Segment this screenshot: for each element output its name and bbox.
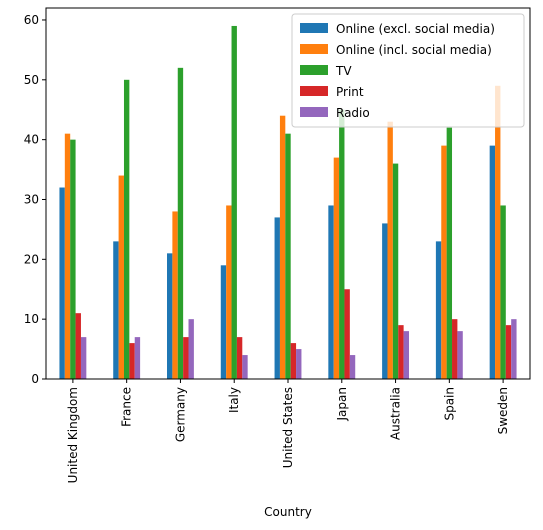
y-tick-label: 60 — [24, 13, 39, 27]
bar-2-sweden — [495, 85, 501, 380]
bar-5-australia — [403, 331, 409, 379]
bar-3-germany — [177, 67, 184, 379]
legend-box — [291, 13, 525, 128]
legend-swatch — [300, 23, 328, 33]
legend: Online (excl. social media) Online (incl.… — [291, 13, 525, 128]
bar-4-united-kingdom — [75, 313, 81, 379]
x-tick-label: Sweden — [496, 387, 510, 434]
bar-1-france — [113, 241, 119, 379]
y-tick-label: 50 — [24, 73, 39, 87]
legend-swatch — [300, 65, 328, 75]
bar-4-australia — [398, 325, 404, 379]
bar-1-japan — [328, 205, 334, 379]
legend-label: Online (excl. social media) — [336, 22, 495, 36]
bar-5-united-kingdom — [80, 337, 87, 379]
y-tick-label: 40 — [24, 133, 39, 147]
bar-5-germany — [188, 319, 194, 379]
y-axis-ticks: 0 10 20 30 40 50 60 — [24, 13, 46, 386]
bar-4-italy — [236, 337, 243, 379]
bar-3-spain — [446, 127, 453, 379]
bar-4-france — [129, 343, 135, 379]
bar-4-japan — [344, 289, 350, 379]
bar-4-spain — [452, 319, 458, 379]
bar-5-sweden — [511, 319, 517, 379]
bar-2-united-states — [279, 115, 286, 379]
bar-5-japan — [349, 355, 356, 379]
bar-1-australia — [382, 223, 388, 379]
x-tick-label: Germany — [173, 387, 187, 442]
bar-1-sweden — [489, 145, 496, 379]
legend-label: Online (incl. social media) — [336, 43, 492, 57]
bar-1-united-kingdom — [59, 187, 65, 379]
legend-label: TV — [335, 64, 352, 78]
bar-1-germany — [167, 253, 173, 379]
bar-3-japan — [339, 109, 345, 380]
x-tick-label: Australia — [389, 387, 403, 440]
bar-5-united-states — [296, 349, 302, 379]
bar-3-italy — [231, 25, 237, 380]
legend-label: Print — [336, 85, 364, 99]
x-axis-ticks: United Kingdom France Germany Italy United S… — [66, 379, 510, 483]
bar-1-united-states — [274, 217, 280, 379]
bar-3-france — [123, 79, 130, 379]
x-tick-label: Japan — [335, 387, 349, 421]
x-tick-label: Spain — [442, 387, 456, 421]
bar-4-germany — [183, 337, 189, 379]
y-tick-label: 30 — [24, 192, 39, 206]
y-tick-label: 10 — [24, 312, 39, 326]
x-tick-label: Italy — [227, 387, 241, 413]
y-tick-label: 20 — [24, 252, 39, 266]
x-axis-title: Country — [264, 505, 312, 519]
bar-2-france — [118, 175, 124, 379]
bar-1-spain — [435, 241, 442, 379]
bar-2-japan — [333, 157, 340, 379]
bar-3-united-kingdom — [70, 139, 76, 379]
bar-5-france — [134, 337, 141, 379]
bar-4-united-states — [290, 343, 297, 379]
x-tick-label: United Kingdom — [66, 387, 80, 483]
bar-2-united-kingdom — [64, 133, 71, 379]
legend-label: Radio — [336, 106, 370, 120]
x-tick-label: France — [120, 387, 134, 427]
y-tick-label: 0 — [31, 372, 39, 386]
bar-1-italy — [220, 265, 227, 379]
bar-3-australia — [392, 163, 399, 379]
bar-2-spain — [441, 145, 447, 379]
bar-2-australia — [387, 121, 393, 380]
bar-5-spain — [457, 331, 463, 379]
legend-swatch — [300, 107, 328, 117]
bar-3-united-states — [285, 133, 291, 379]
bars-layer — [59, 25, 517, 380]
bar-2-germany — [172, 211, 178, 379]
legend-swatch — [300, 86, 328, 96]
bar-3-sweden — [500, 205, 506, 379]
bar-2-italy — [226, 205, 232, 379]
bar-5-italy — [242, 355, 248, 379]
legend-swatch — [300, 44, 328, 54]
plot-frame — [45, 7, 531, 380]
x-tick-label: United States — [281, 387, 295, 468]
bar-4-sweden — [505, 325, 512, 379]
